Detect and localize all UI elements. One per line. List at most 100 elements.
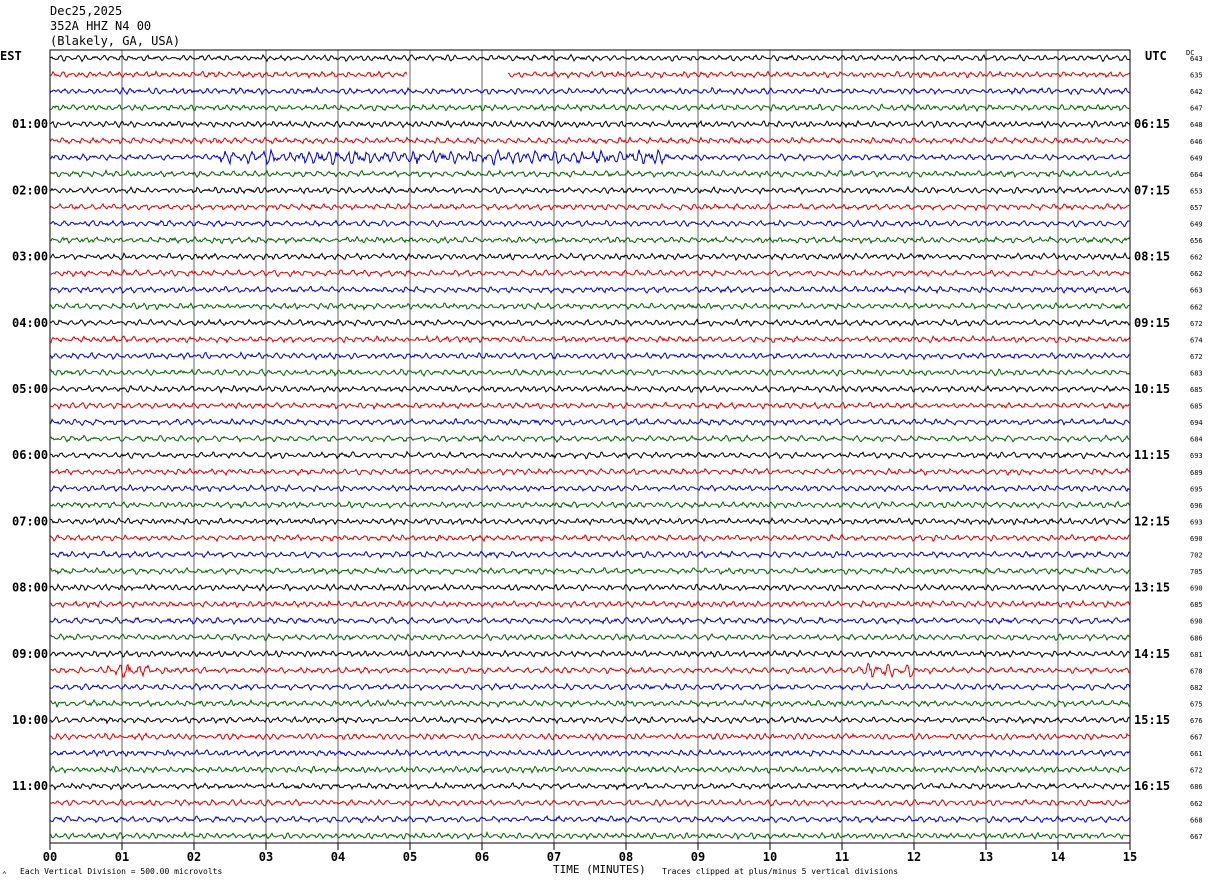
station-code: 352A HHZ N4 00: [50, 19, 152, 33]
dc-offset-label: 661: [1190, 750, 1203, 758]
trace-row: [49, 662, 1131, 679]
left-timezone-label: EST: [0, 49, 22, 63]
plot-date: Dec25,2025: [50, 4, 123, 18]
station-location: (Blakely, GA, USA): [50, 34, 181, 48]
dc-offset-label: 695: [1190, 485, 1203, 493]
dc-offset-label: 667: [1190, 833, 1203, 841]
right-hour-label: 08:15: [1134, 250, 1170, 264]
trace-row: [49, 814, 1131, 824]
x-tick-label: 03: [259, 850, 273, 864]
dc-offset-label: 693: [1190, 518, 1203, 526]
dc-offset-label: 702: [1190, 552, 1203, 560]
trace-row: [49, 830, 1131, 841]
label-layer: 00 01 02 03 04 05 06 07 08 09 10 11 12 13 14 15 643 635 64…: [12, 55, 1203, 864]
trace-row: [49, 251, 1131, 262]
dc-offset-label: 690: [1190, 535, 1203, 543]
x-axis-title: TIME (MINUTES): [553, 863, 646, 876]
dc-offset-label: 647: [1190, 105, 1203, 113]
dc-offset-label: 684: [1190, 436, 1203, 444]
dc-offset-label: 682: [1190, 684, 1203, 692]
trace-row: [49, 119, 1131, 129]
trace-row: [49, 533, 1131, 543]
left-hour-label: 03:00: [12, 250, 48, 264]
right-hour-label: 11:15: [1134, 448, 1170, 462]
trace-row: [49, 235, 1131, 245]
x-tick-label: 02: [187, 850, 201, 864]
right-hour-label: 14:15: [1134, 647, 1170, 661]
corner-mark: ⌃: [2, 870, 7, 879]
trace-row: [49, 467, 1131, 477]
trace-row: [49, 500, 1131, 510]
trace-layer: [49, 53, 1131, 841]
dc-offset-label: 672: [1190, 353, 1203, 361]
dc-offset-label: 686: [1190, 634, 1203, 642]
x-tick-label: 12: [907, 850, 921, 864]
trace-row: [49, 268, 1131, 278]
left-hour-label: 04:00: [12, 316, 48, 330]
dc-offset-label: 662: [1190, 270, 1203, 278]
left-hour-label: 06:00: [12, 448, 48, 462]
trace-row: [49, 169, 1131, 179]
right-timezone-label: UTC: [1145, 49, 1167, 63]
trace-row: [49, 434, 1131, 444]
dc-offset-label: 662: [1190, 800, 1203, 808]
trace-row: [49, 798, 1131, 808]
left-hour-label: 05:00: [12, 382, 48, 396]
dc-offset-label: 675: [1190, 700, 1203, 708]
trace-row: [50, 334, 1131, 344]
dc-offset-label: 672: [1190, 320, 1203, 328]
trace-row: [49, 599, 1131, 609]
dc-offset-label: 635: [1190, 72, 1203, 80]
trace-row: [49, 351, 1130, 361]
trace-row: [49, 103, 1131, 113]
x-tick-label: 13: [979, 850, 993, 864]
dc-offset-label: 667: [1190, 734, 1203, 742]
right-hour-label: 07:15: [1134, 183, 1170, 197]
trace-row: [49, 70, 1131, 80]
trace-row: [49, 53, 1131, 63]
trace-row: [49, 582, 1131, 593]
trace-row: [49, 682, 1131, 692]
trace-row: [49, 748, 1131, 758]
dc-offset-label: 646: [1190, 138, 1203, 146]
x-tick-label: 07: [547, 850, 561, 864]
trace-row: [49, 450, 1131, 460]
dc-offset-label: 693: [1190, 452, 1203, 460]
dc-offset-label: 694: [1190, 419, 1203, 427]
trace-row: [49, 202, 1131, 212]
x-tick-label: 01: [115, 850, 129, 864]
dc-offset-label: 656: [1190, 237, 1203, 245]
trace-row: [49, 715, 1131, 725]
left-hour-label: 09:00: [12, 647, 48, 661]
trace-row: [49, 185, 1131, 195]
trace-row: [49, 649, 1131, 659]
left-hour-label: 02:00: [12, 183, 48, 197]
dc-offset-label: 689: [1190, 469, 1203, 477]
trace-row: [49, 401, 1131, 411]
dc-offset-label: 642: [1190, 88, 1203, 96]
left-hour-label: 11:00: [12, 779, 48, 793]
left-hour-label: 08:00: [12, 581, 48, 595]
dc-offset-label: 657: [1190, 204, 1203, 212]
dc-offset-label: 685: [1190, 386, 1203, 394]
dc-offset-label: 686: [1190, 783, 1203, 791]
dc-offset-label: 678: [1190, 667, 1203, 675]
trace-row: [49, 698, 1131, 709]
trace-row: [49, 384, 1131, 394]
plot-frame: [49, 49, 1131, 844]
trace-row: [49, 765, 1131, 775]
x-tick-label: 05: [403, 850, 417, 864]
trace-row: [49, 301, 1131, 311]
scale-note: Each Vertical Division = 500.00 microvol…: [20, 867, 223, 876]
dc-offset-label: 683: [1190, 369, 1203, 377]
dc-offset-label: 649: [1190, 221, 1203, 229]
trace-row: [50, 517, 1131, 526]
dc-offset-label: 662: [1190, 303, 1203, 311]
x-tick-label: 08: [619, 850, 633, 864]
left-hour-label: 07:00: [12, 514, 48, 528]
trace-row: [49, 368, 1131, 377]
dc-offset-label: 664: [1190, 171, 1203, 179]
trace-row: [49, 219, 1131, 228]
dc-offset-label: 662: [1190, 254, 1203, 262]
